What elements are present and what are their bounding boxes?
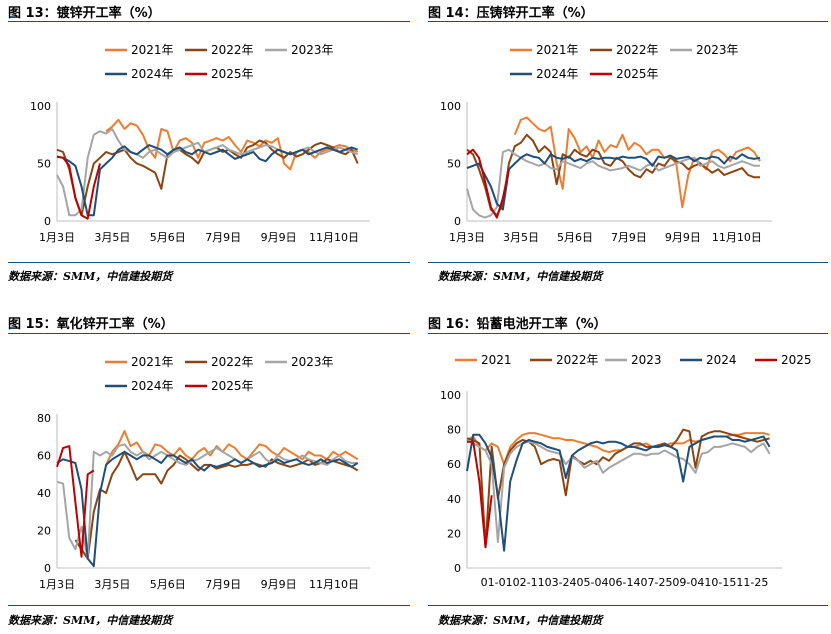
legend-label: 2023年: [696, 43, 739, 57]
x-tick-label: 1月3日: [449, 231, 485, 244]
source-note: 数据来源：SMM，中信建投期货: [8, 614, 173, 627]
y-tick-label: 40: [37, 487, 51, 500]
series-line-2: [466, 148, 760, 219]
x-tick-label: 11月10日: [309, 578, 359, 591]
legend-label: 2021: [481, 353, 512, 367]
y-tick-label: 60: [447, 458, 461, 471]
legend-label: 2023年: [291, 355, 334, 369]
chart-galvanizing: 0 50 100 1月3日 3月5日 5月6日 7月9日 9月9日 11月10日 2021年 202…: [30, 43, 370, 244]
legend-label: 2023: [631, 353, 662, 367]
legend-label: 2024年: [131, 67, 174, 81]
source-divider: [428, 605, 828, 606]
source-divider: [428, 262, 828, 263]
x-tick-label: 9月9日: [261, 231, 297, 244]
y-tick-label: 20: [37, 525, 51, 538]
title-divider: [428, 21, 828, 22]
legend-label: 2024年: [131, 379, 174, 393]
series-line-4: [56, 445, 95, 558]
title-divider: [428, 333, 828, 334]
series-line-4: [56, 155, 101, 220]
series-line-4: [466, 148, 510, 219]
x-tick-label: 1月3日: [39, 578, 75, 591]
y-tick-label: 50: [37, 158, 51, 171]
source-note: 数据来源：SMM，中信建投期货: [438, 270, 603, 283]
legend-label: 2024: [706, 353, 737, 367]
series-line-3: [56, 450, 359, 568]
x-tick-label: 11月10日: [712, 231, 762, 244]
x-tick-label: 3月5日: [94, 578, 130, 591]
source-note: 数据来源：SMM，中信建投期货: [8, 270, 173, 283]
legend-label: 2025年: [616, 67, 659, 81]
series-line-2: [466, 439, 771, 544]
chart-zinc-oxide: 0 20 40 60 80 1月3日 3月5日 5月6日 7月9日 9月9日 11月10日 2021年…: [37, 355, 370, 591]
y-tick-label: 60: [37, 450, 51, 463]
x-tick-label: 5月6日: [150, 231, 186, 244]
series-line-2: [56, 443, 358, 560]
x-tick-label: 5月6日: [150, 578, 186, 591]
legend-label: 2022年: [616, 43, 659, 57]
series-line-3: [56, 144, 359, 217]
series-line-3: [466, 153, 761, 211]
y-tick-label: 80: [37, 412, 51, 425]
y-tick-label: 100: [30, 100, 51, 113]
x-tick-label: 9月9日: [261, 578, 297, 591]
chart-title: 图 13：镀锌开工率（%）: [8, 6, 161, 21]
series-line-3: [466, 433, 771, 552]
y-tick-label: 50: [447, 158, 461, 171]
x-tick-label: 7月9日: [611, 231, 647, 244]
legend-label: 2025年: [211, 67, 254, 81]
y-tick-label: 0: [454, 215, 461, 228]
series-line-0: [105, 118, 359, 171]
y-tick-label: 100: [440, 100, 461, 113]
legend-label: 2025年: [211, 379, 254, 393]
title-divider: [8, 333, 410, 334]
y-tick-label: 20: [447, 527, 461, 540]
legend-label: 2023年: [291, 43, 334, 57]
chart-title: 图 15：氧化锌开工率（%）: [8, 317, 174, 332]
x-tick-label: 5月6日: [557, 231, 593, 244]
legend-label: 2024年: [536, 67, 579, 81]
series-line-1: [466, 133, 760, 217]
legend-label: 2021年: [536, 43, 579, 57]
chart-title: 图 16：铅蓄电池开工率（%）: [428, 317, 607, 332]
y-tick-label: 0: [44, 562, 51, 575]
series-line-1: [74, 450, 359, 560]
chart-die-cast: 0 50 100 1月3日 3月5日 5月6日 7月9日 9月9日 11月10日 2021年 202…: [440, 43, 772, 244]
x-tick-label: 11月10日: [309, 231, 359, 244]
title-divider: [8, 21, 410, 22]
y-tick-label: 100: [440, 389, 461, 402]
x-tick-label: 7月9日: [205, 231, 241, 244]
legend-label: 2022年: [556, 353, 599, 367]
x-tick-label: 7月9日: [205, 578, 241, 591]
chart-lead-battery: 0 20 40 60 80 100 01-0102-1103-2405-0406-1407-…: [440, 353, 812, 589]
x-tick-labels: 01-0102-1103-2405-0406-1407-2509-0410-15…: [481, 576, 769, 589]
legend-label: 2021年: [131, 43, 174, 57]
y-tick-label: 0: [454, 562, 461, 575]
series-line-4: [467, 440, 493, 549]
y-tick-label: 80: [447, 424, 461, 437]
series-line-2: [56, 128, 359, 217]
source-note: 数据来源：SMM，中信建投期货: [438, 614, 603, 627]
x-tick-label: 9月9日: [665, 231, 701, 244]
y-tick-label: 40: [447, 493, 461, 506]
x-tick-label: 3月5日: [94, 231, 130, 244]
x-tick-label: 1月3日: [39, 231, 75, 244]
chart-title: 图 14：压铸锌开工率（%）: [428, 6, 594, 21]
source-divider: [8, 605, 410, 606]
source-divider: [8, 262, 410, 263]
x-tick-label: 3月5日: [503, 231, 539, 244]
legend-label: 2022年: [211, 43, 254, 57]
legend-label: 2025: [781, 353, 812, 367]
legend-label: 2021年: [131, 355, 174, 369]
y-tick-label: 0: [44, 215, 51, 228]
series-line-1: [466, 428, 770, 549]
legend-label: 2022年: [211, 355, 254, 369]
